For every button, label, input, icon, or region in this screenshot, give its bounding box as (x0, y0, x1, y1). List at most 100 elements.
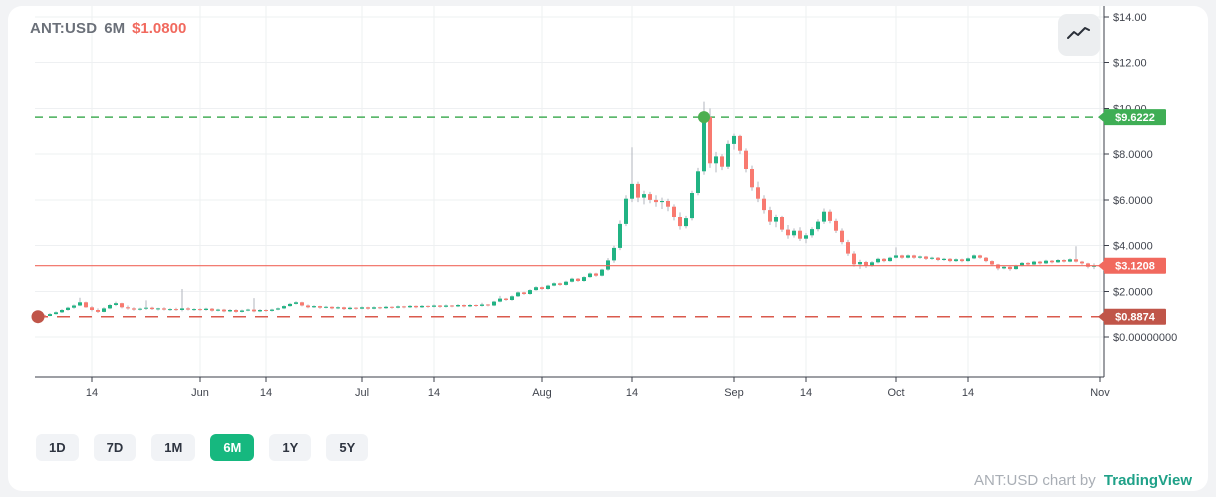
candle (480, 304, 484, 306)
attribution: ANT:USD chart by TradingView (974, 472, 1192, 489)
price-tag-pointer-current (1098, 260, 1104, 271)
candle (564, 281, 568, 285)
y-axis-label: $14.00 (1113, 12, 1147, 24)
candle (324, 306, 328, 308)
candle (834, 220, 838, 231)
candle (330, 306, 334, 309)
candle (846, 242, 850, 254)
x-axis-label: 14 (260, 387, 272, 399)
candle (60, 310, 64, 313)
candle (738, 135, 742, 151)
candle (114, 303, 118, 305)
chart-type-button[interactable] (1058, 14, 1100, 56)
candle (762, 198, 766, 211)
timeframe-button-7d[interactable]: 7D (93, 434, 137, 461)
candle (918, 256, 922, 258)
candle (510, 296, 514, 300)
candle (756, 187, 760, 199)
candle (54, 312, 58, 315)
candle (234, 310, 238, 312)
candle (354, 307, 358, 309)
candle (1068, 259, 1072, 262)
session-high-dot (698, 111, 710, 124)
candle (396, 306, 400, 308)
candle (774, 217, 778, 222)
candle (648, 194, 652, 200)
candle (180, 308, 184, 310)
candle (144, 307, 148, 309)
candle (786, 229, 790, 236)
candle (150, 307, 154, 310)
candle (246, 309, 250, 311)
price-chart[interactable]: $14.00$12.00$10.00$8.0000$6.0000$4.0000$… (8, 6, 1208, 416)
candle (576, 278, 580, 281)
candle (132, 308, 136, 310)
price-tag-pointer-high (1098, 112, 1104, 123)
candle (1008, 266, 1012, 270)
candle (336, 307, 340, 309)
candle (270, 309, 274, 311)
timeframe-button-6m[interactable]: 6M (210, 434, 255, 461)
candle (870, 262, 874, 266)
candle (900, 255, 904, 258)
price-label: $1.0800 (132, 20, 187, 37)
candle (972, 255, 976, 259)
candle (318, 306, 322, 308)
timeframe-button-5y[interactable]: 5Y (326, 434, 369, 461)
candle (558, 283, 562, 285)
candle (372, 307, 376, 309)
candle (522, 292, 526, 294)
timeframe-button-1m[interactable]: 1M (151, 434, 196, 461)
candle (222, 309, 226, 312)
candle (642, 194, 646, 198)
candle (990, 261, 994, 265)
candle (342, 307, 346, 310)
candle (864, 262, 868, 266)
candle (120, 303, 124, 308)
candle (594, 273, 598, 276)
candle (66, 307, 70, 310)
price-tag-current (1104, 257, 1166, 274)
candle (984, 257, 988, 262)
candle (426, 305, 430, 307)
session-low-dot (31, 310, 45, 324)
price-tag-pointer-low (1098, 311, 1104, 322)
timeframe-buttons: 1D 7D 1M 6M 1Y 5Y (36, 434, 369, 461)
candle (654, 199, 658, 203)
candle (714, 156, 718, 164)
candle (456, 305, 460, 307)
candle (162, 308, 166, 310)
candle (102, 308, 106, 312)
candle (1002, 266, 1006, 269)
candle (1032, 261, 1036, 265)
x-axis-label: Jul (355, 387, 369, 399)
candle (882, 258, 886, 262)
candle (210, 308, 214, 311)
candle (444, 305, 448, 307)
candle (966, 258, 970, 262)
candle (924, 256, 928, 259)
candle (402, 306, 406, 308)
y-axis-label: $6.0000 (1113, 195, 1153, 207)
candle (906, 255, 910, 258)
x-axis-label: Jun (191, 387, 209, 399)
candle (726, 143, 730, 167)
candle (528, 290, 532, 294)
x-axis-label: Oct (887, 387, 904, 399)
candle (504, 298, 508, 300)
tradingview-link[interactable]: TradingView (1103, 472, 1192, 489)
candle (798, 230, 802, 239)
candle (780, 217, 784, 230)
price-tag-label-current: $3.1208 (1115, 261, 1155, 273)
candle (1014, 265, 1018, 270)
candle (516, 292, 520, 297)
candle (138, 308, 142, 310)
line-chart-icon (1066, 24, 1092, 47)
candle (1050, 260, 1054, 263)
candle (1026, 262, 1030, 265)
candle (84, 302, 88, 308)
y-axis-label: $2.0000 (1113, 286, 1153, 298)
candle (72, 305, 76, 308)
timeframe-button-1y[interactable]: 1Y (269, 434, 312, 461)
timeframe-button-1d[interactable]: 1D (36, 434, 79, 461)
